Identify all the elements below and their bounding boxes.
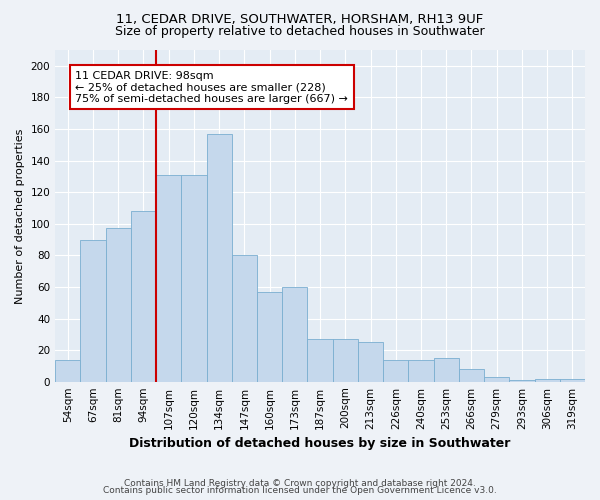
Bar — [332, 339, 358, 382]
X-axis label: Distribution of detached houses by size in Southwater: Distribution of detached houses by size … — [130, 437, 511, 450]
Bar — [106, 228, 131, 382]
Bar — [434, 358, 459, 382]
Bar — [509, 380, 535, 382]
Bar — [459, 369, 484, 382]
Bar — [156, 175, 181, 382]
Y-axis label: Number of detached properties: Number of detached properties — [15, 128, 25, 304]
Text: Contains HM Land Registry data © Crown copyright and database right 2024.: Contains HM Land Registry data © Crown c… — [124, 478, 476, 488]
Bar — [409, 360, 434, 382]
Text: 11, CEDAR DRIVE, SOUTHWATER, HORSHAM, RH13 9UF: 11, CEDAR DRIVE, SOUTHWATER, HORSHAM, RH… — [116, 12, 484, 26]
Bar — [131, 211, 156, 382]
Bar — [358, 342, 383, 382]
Bar — [535, 378, 560, 382]
Bar — [232, 256, 257, 382]
Bar — [282, 287, 307, 382]
Bar — [55, 360, 80, 382]
Bar — [181, 175, 206, 382]
Bar — [257, 292, 282, 382]
Bar — [307, 339, 332, 382]
Bar — [560, 378, 585, 382]
Bar — [80, 240, 106, 382]
Text: 11 CEDAR DRIVE: 98sqm
← 25% of detached houses are smaller (228)
75% of semi-det: 11 CEDAR DRIVE: 98sqm ← 25% of detached … — [76, 70, 348, 104]
Bar — [383, 360, 409, 382]
Text: Size of property relative to detached houses in Southwater: Size of property relative to detached ho… — [115, 25, 485, 38]
Bar — [206, 134, 232, 382]
Text: Contains public sector information licensed under the Open Government Licence v3: Contains public sector information licen… — [103, 486, 497, 495]
Bar — [484, 377, 509, 382]
